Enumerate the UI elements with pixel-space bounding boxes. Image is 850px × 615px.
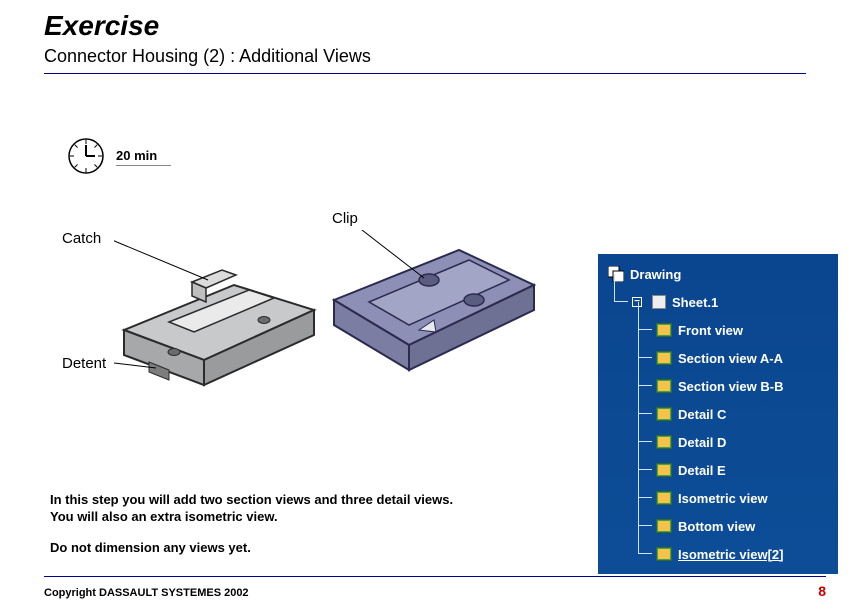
view-icon [656,547,672,561]
time-indicator: 20 min [66,136,171,176]
view-icon [656,435,672,449]
specification-tree: Drawing − Sheet.1 Front view Section vie… [598,254,838,574]
clock-icon [66,136,106,176]
instruction-text: In this step you will add two section vi… [50,492,570,555]
tree-root-label: Drawing [630,267,681,282]
page-title: Exercise [44,10,806,42]
tree-view-label: Detail D [678,435,726,450]
label-detent: Detent [62,355,106,372]
instruction-line-2: You will also an extra isometric view. [50,509,570,524]
tree-view-label: Section view B-B [678,379,783,394]
tree-sheet-label: Sheet.1 [672,295,718,310]
parts-illustration: Catch Clip Detent [44,200,564,430]
page-number: 8 [818,583,826,599]
time-label: 20 min [116,146,171,166]
sheet-icon [652,295,666,309]
label-catch: Catch [62,230,101,247]
tree-view-label: Isometric view[2] [678,547,784,562]
tree-view-label: Detail E [678,463,726,478]
catch-part-icon [114,230,324,390]
view-icon [656,407,672,421]
instruction-line-1: In this step you will add two section vi… [50,492,570,507]
tree-view-label: Front view [678,323,743,338]
tree-root-drawing[interactable]: Drawing [604,260,832,288]
view-icon [656,463,672,477]
view-icon [656,379,672,393]
copyright-text: Copyright DASSAULT SYSTEMES 2002 [44,587,249,599]
clip-part-icon [324,230,544,400]
label-clip: Clip [332,210,358,227]
instruction-line-3: Do not dimension any views yet. [50,540,570,555]
tree-view-label: Isometric view [678,491,768,506]
tree-view-label: Bottom view [678,519,755,534]
tree-view-label: Section view A-A [678,351,783,366]
page-subtitle: Connector Housing (2) : Additional Views [44,46,806,74]
tree-view-isometric-2[interactable]: Isometric view[2] [604,540,832,568]
view-icon [656,323,672,337]
view-icon [656,519,672,533]
view-icon [656,491,672,505]
tree-view-label: Detail C [678,407,726,422]
view-icon [656,351,672,365]
